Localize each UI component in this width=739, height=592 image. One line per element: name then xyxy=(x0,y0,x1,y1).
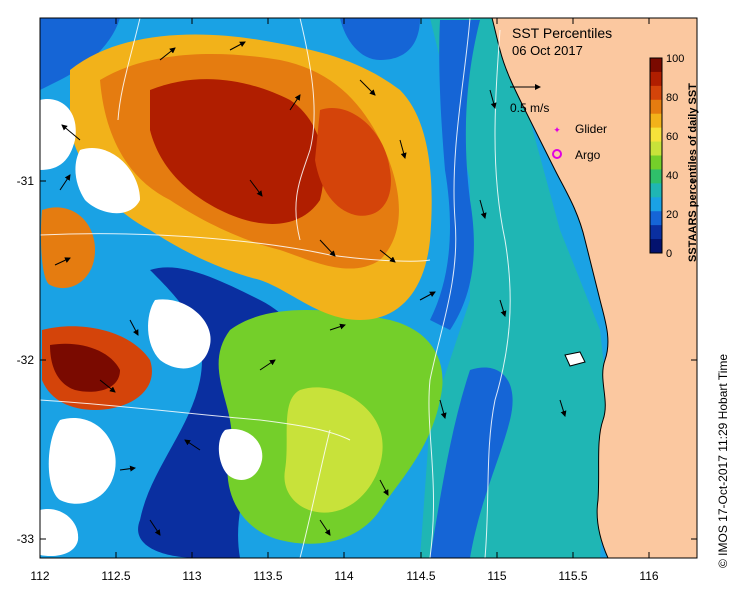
lon-tick-label: 113 xyxy=(182,569,201,583)
lat-tick-label: -31 xyxy=(17,174,35,188)
lon-tick-label: 112.5 xyxy=(101,569,130,583)
sw-warm-core xyxy=(50,343,120,392)
colorbar-tick-label: 100 xyxy=(666,53,684,65)
cloud-gap xyxy=(40,99,76,170)
lat-tick-label: -32 xyxy=(17,353,35,367)
colorbar-segment xyxy=(650,85,662,101)
argo-label: Argo xyxy=(575,148,601,162)
colorbar-segment xyxy=(650,225,662,240)
cloud-gap xyxy=(148,299,211,369)
glider-label: Glider xyxy=(575,122,607,136)
colorbar-tick-label: 60 xyxy=(666,131,678,143)
lon-tick-label: 114 xyxy=(334,569,353,583)
shelf-edge-blue xyxy=(430,20,480,330)
yellow-green-core xyxy=(284,387,383,513)
cloud-gap xyxy=(218,429,263,480)
colorbar-segment xyxy=(650,197,662,212)
lat-tick-label: -33 xyxy=(17,532,35,546)
warm-lobe xyxy=(315,108,391,216)
colorbar-tick-label: 40 xyxy=(666,170,678,182)
lon-tick-label: 113.5 xyxy=(253,569,282,583)
bathymetry-contours xyxy=(40,18,511,558)
colorbar-tick-label: 20 xyxy=(666,209,678,221)
argo-symbol xyxy=(552,149,562,159)
current-vectors xyxy=(54,41,567,536)
colorbar-segment xyxy=(650,155,662,170)
colorbar-segment xyxy=(650,127,662,143)
west-warm-patch xyxy=(40,207,95,289)
colorbar-segment xyxy=(650,58,662,73)
cloud-gap xyxy=(75,148,140,214)
vector-scale-label: 0.5 m/s xyxy=(510,101,549,115)
sst-field xyxy=(40,18,697,558)
colorbar-segment xyxy=(650,169,662,184)
map-date: 06 Oct 2017 xyxy=(512,43,583,58)
colorbar-tick-labels: 100 80 60 40 20 0 xyxy=(666,53,684,260)
lon-tick-label: 115.5 xyxy=(558,569,587,583)
colorbar-tick-label: 0 xyxy=(666,248,672,260)
colorbar-segment xyxy=(650,113,662,129)
colorbar xyxy=(650,58,662,254)
colorbar-tick-label: 80 xyxy=(666,92,678,104)
lon-tick-labels: 112 112.5 113 113.5 114 114.5 115 115.5 … xyxy=(30,569,658,583)
colorbar-frame xyxy=(649,57,663,254)
colorbar-label: SSTAARS percentiles of daily SST xyxy=(687,83,699,262)
lon-tick-label: 114.5 xyxy=(406,569,435,583)
colorbar-segment xyxy=(650,99,662,115)
lat-tick-labels: -31 -32 -33 xyxy=(17,174,35,546)
colorbar-segment xyxy=(650,141,662,156)
lon-tick-label: 115 xyxy=(487,569,506,583)
cloud-gap xyxy=(40,509,79,557)
map-title: SST Percentiles xyxy=(512,25,612,41)
lon-tick-label: 112 xyxy=(30,569,49,583)
cloud-gap xyxy=(48,418,116,504)
glider-symbol: ✦ xyxy=(553,125,561,135)
n-blue-patch xyxy=(340,18,420,60)
lon-tick-label: 116 xyxy=(639,569,658,583)
axis-ticks xyxy=(39,18,697,558)
plot-frame xyxy=(39,17,698,559)
island-no-data xyxy=(564,351,586,367)
credit-text: © IMOS 17-Oct-2017 11:29 Hobart Time xyxy=(716,354,730,568)
colorbar-segment xyxy=(650,183,662,198)
nw-blue-patch xyxy=(40,18,120,90)
colorbar-segment xyxy=(650,71,662,87)
colorbar-segment xyxy=(650,211,662,226)
warm-core-inner xyxy=(150,79,324,224)
colorbar-segment xyxy=(650,239,662,254)
